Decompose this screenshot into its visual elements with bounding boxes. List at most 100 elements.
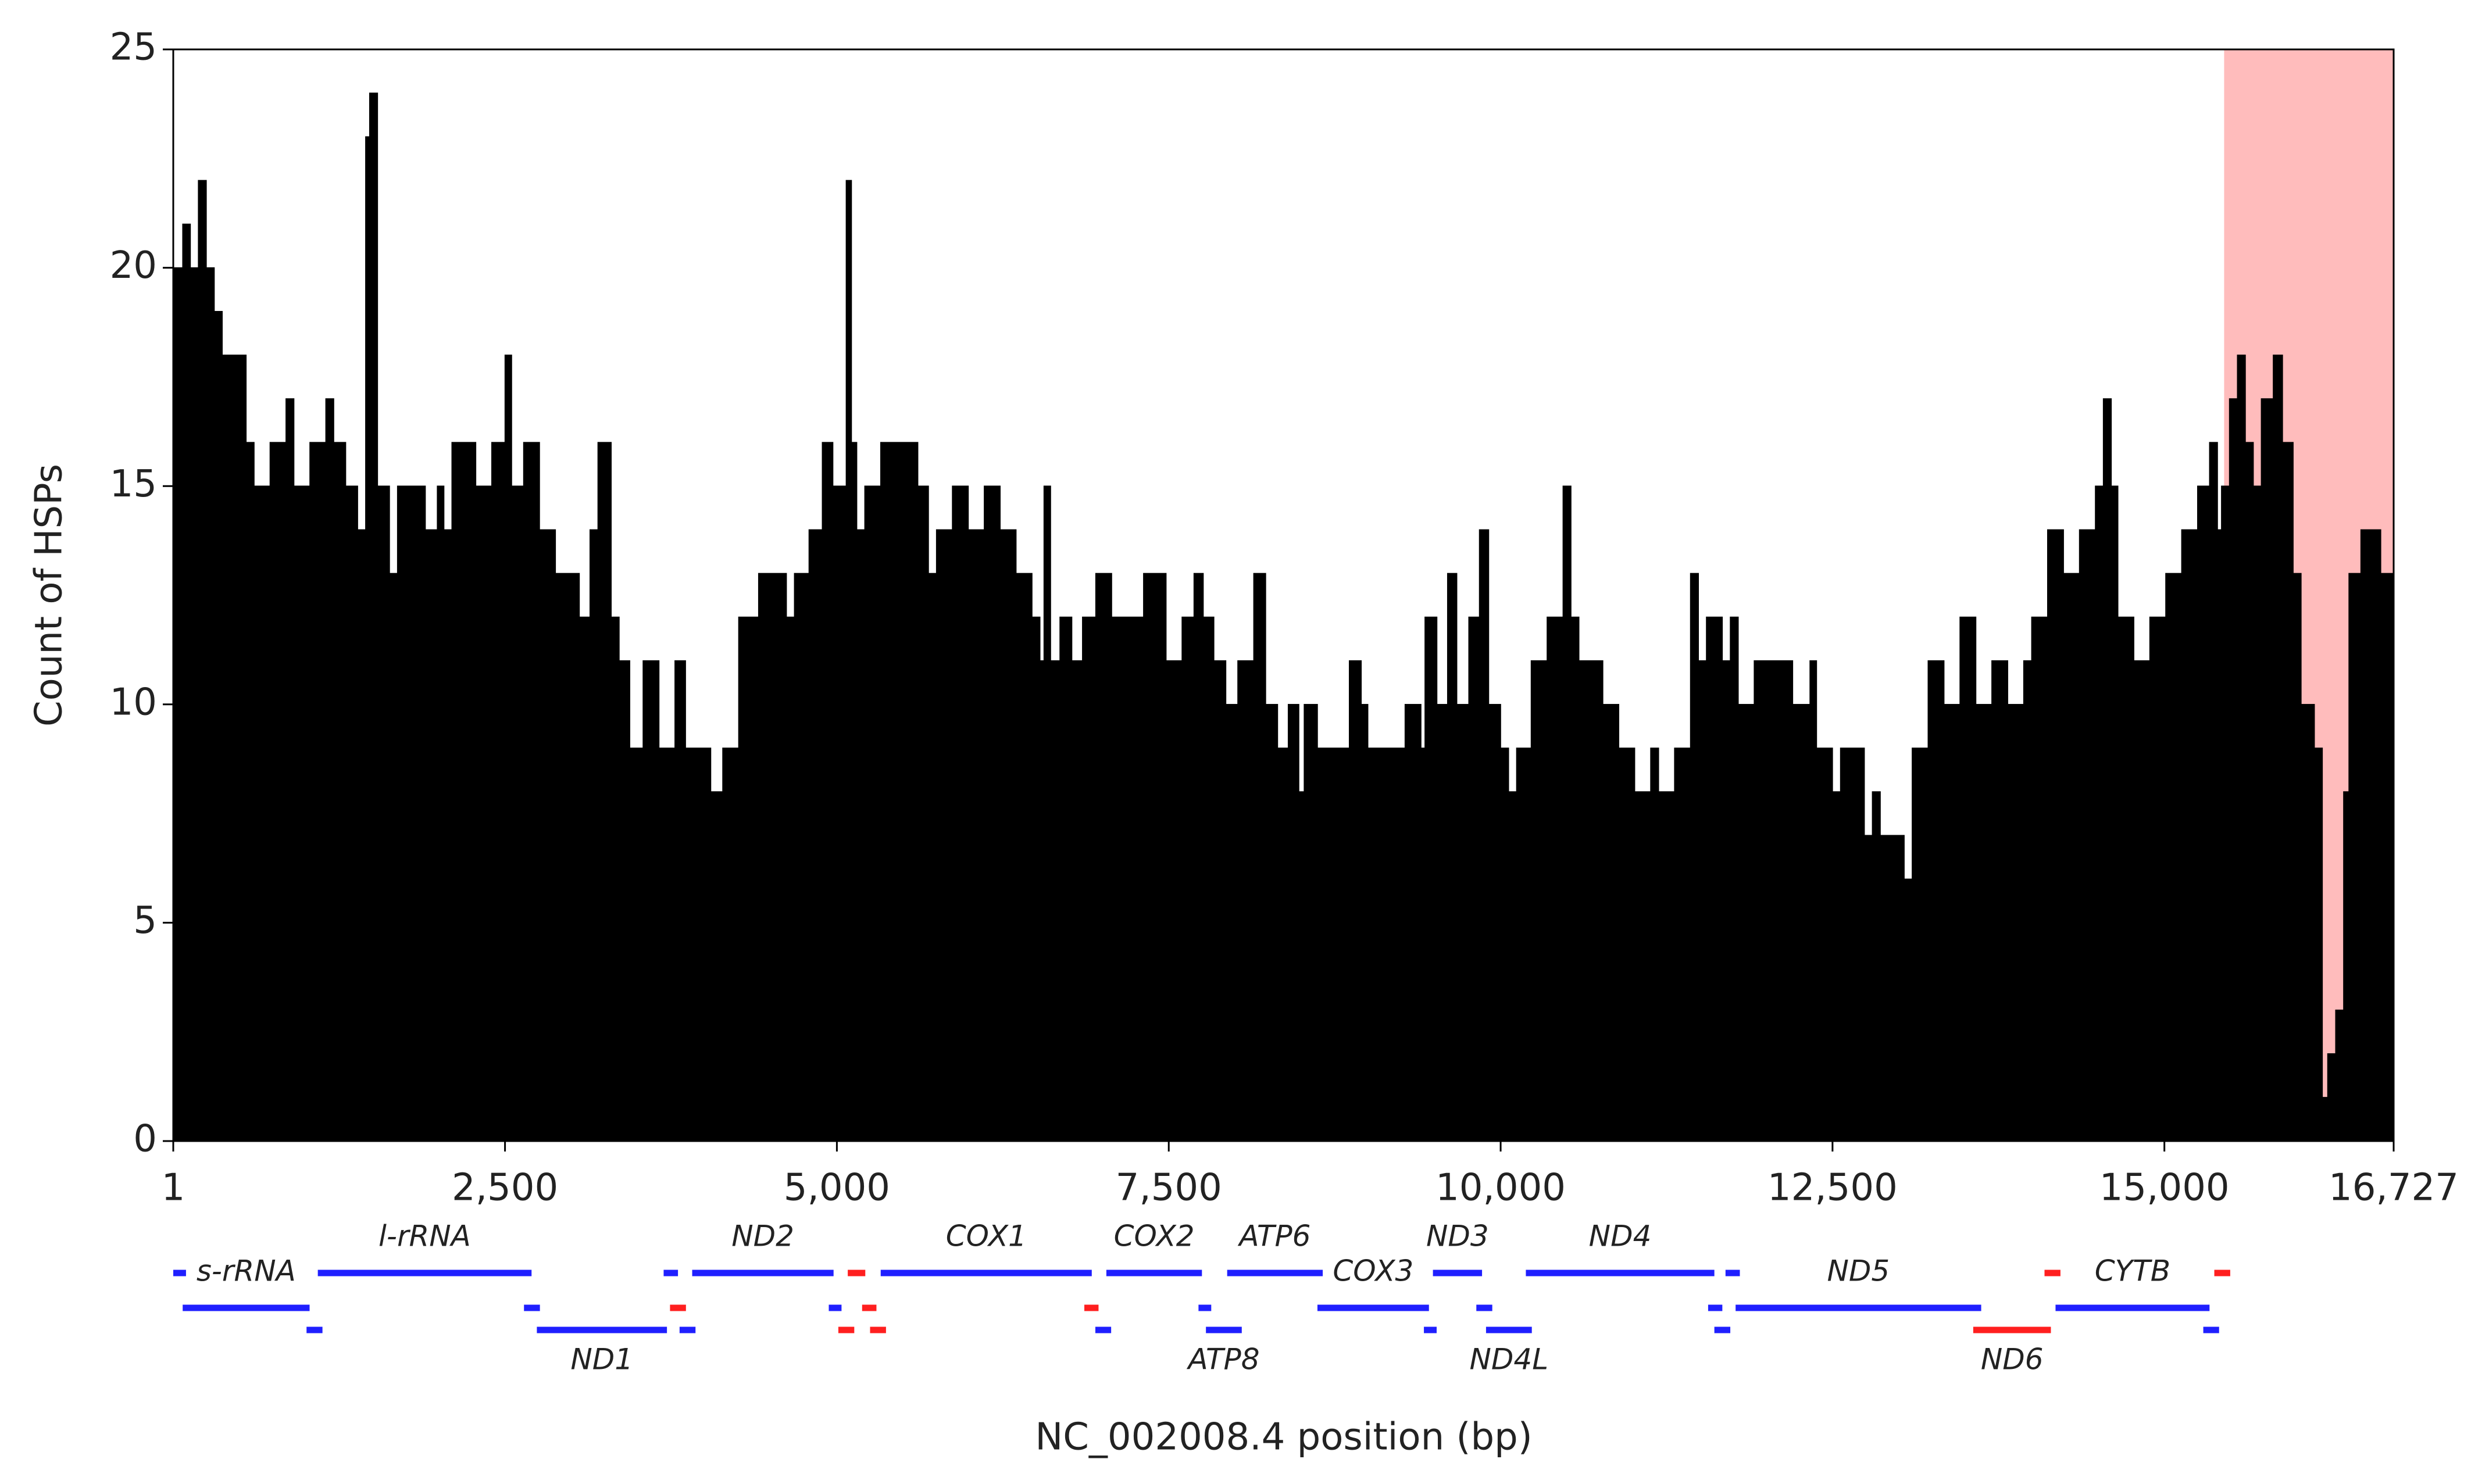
bar xyxy=(2095,485,2104,1142)
bar xyxy=(2348,573,2362,1142)
bar xyxy=(722,748,740,1142)
bar xyxy=(213,310,223,1142)
bar xyxy=(785,616,795,1142)
bar xyxy=(1792,704,1810,1142)
bar xyxy=(2023,660,2033,1142)
bar xyxy=(738,616,759,1142)
bar xyxy=(1880,835,1905,1142)
bar xyxy=(685,748,712,1142)
bar xyxy=(658,748,676,1142)
bar xyxy=(1690,573,1699,1142)
bar xyxy=(173,267,183,1142)
bar xyxy=(2237,355,2246,1142)
bar xyxy=(1360,704,1369,1142)
bar xyxy=(2031,616,2048,1142)
bar xyxy=(2229,398,2238,1142)
bar xyxy=(1237,660,1255,1142)
x-tick-label: 10,000 xyxy=(1435,1167,1566,1210)
bar xyxy=(539,529,556,1142)
gene-label: ND3 xyxy=(1426,1220,1489,1253)
bar xyxy=(1367,748,1406,1142)
x-tick-label: 1 xyxy=(162,1167,185,1210)
bar xyxy=(794,573,810,1142)
bar xyxy=(451,442,477,1142)
bar xyxy=(1043,485,1051,1142)
x-tick-label: 2,500 xyxy=(452,1167,558,1210)
bar xyxy=(504,355,512,1142)
bar xyxy=(1298,791,1305,1142)
bar xyxy=(253,485,271,1142)
bar xyxy=(1959,616,1977,1142)
gene-label: s-rRNA xyxy=(197,1254,296,1288)
bar xyxy=(2221,485,2230,1142)
bar xyxy=(369,92,378,1142)
bar xyxy=(293,485,310,1142)
bar xyxy=(2261,398,2274,1142)
bar xyxy=(822,442,834,1142)
bar xyxy=(845,180,852,1142)
gene-label: COX1 xyxy=(946,1220,1027,1253)
bar xyxy=(2292,573,2302,1142)
bar xyxy=(1265,704,1279,1142)
bar xyxy=(1456,704,1469,1142)
bar xyxy=(443,529,453,1142)
bar xyxy=(511,485,524,1142)
bar xyxy=(1706,616,1723,1142)
x-tick-label: 12,500 xyxy=(1767,1167,1898,1210)
bar xyxy=(245,442,255,1142)
bar xyxy=(2102,398,2112,1142)
bar xyxy=(1508,791,1517,1142)
bar xyxy=(1658,791,1675,1142)
bar xyxy=(2181,529,2198,1142)
bar xyxy=(1618,748,1635,1142)
bar xyxy=(1050,660,1060,1142)
bar xyxy=(2111,485,2119,1142)
bar xyxy=(674,660,686,1142)
bar xyxy=(1927,660,1945,1142)
y-tick-label: 5 xyxy=(133,899,157,942)
gene-label: l-rRNA xyxy=(378,1220,471,1253)
bar xyxy=(285,398,295,1142)
gene-label: CYTB xyxy=(2095,1254,2170,1288)
bar xyxy=(610,616,620,1142)
bar xyxy=(1863,835,1873,1142)
bar xyxy=(1488,704,1501,1142)
y-tick-label: 20 xyxy=(110,244,157,287)
bar xyxy=(2327,1053,2336,1142)
bar xyxy=(1304,704,1318,1142)
bar xyxy=(2133,660,2151,1142)
y-tick-label: 15 xyxy=(110,463,157,506)
bar xyxy=(935,529,953,1142)
bar xyxy=(1730,616,1739,1142)
bar xyxy=(365,136,370,1142)
bar xyxy=(1562,485,1572,1142)
bar xyxy=(555,573,580,1142)
bar xyxy=(2282,442,2294,1142)
x-tick-label: 16,727 xyxy=(2329,1167,2459,1210)
bar xyxy=(2079,529,2096,1142)
gene-label: COX2 xyxy=(1114,1220,1195,1253)
gene-label: ATP8 xyxy=(1186,1343,1259,1376)
plot-frame xyxy=(172,48,2395,1142)
bar xyxy=(1840,748,1865,1142)
bar xyxy=(2273,355,2283,1142)
bar xyxy=(2322,1097,2329,1142)
bar xyxy=(1579,660,1604,1142)
bar xyxy=(1193,573,1204,1142)
bar xyxy=(377,485,390,1142)
bar xyxy=(2117,616,2134,1142)
bar xyxy=(1674,748,1691,1142)
bar xyxy=(1832,791,1841,1142)
gene-label: ND2 xyxy=(731,1220,794,1253)
bar xyxy=(397,485,426,1142)
bar xyxy=(1015,573,1033,1142)
bar xyxy=(2252,485,2262,1142)
bar xyxy=(1468,616,1480,1142)
bar xyxy=(1602,704,1620,1142)
bar xyxy=(1447,573,1458,1142)
bar xyxy=(1349,660,1362,1142)
bar xyxy=(475,485,492,1142)
bar xyxy=(880,442,919,1142)
bar xyxy=(437,485,445,1142)
bar xyxy=(864,485,881,1142)
